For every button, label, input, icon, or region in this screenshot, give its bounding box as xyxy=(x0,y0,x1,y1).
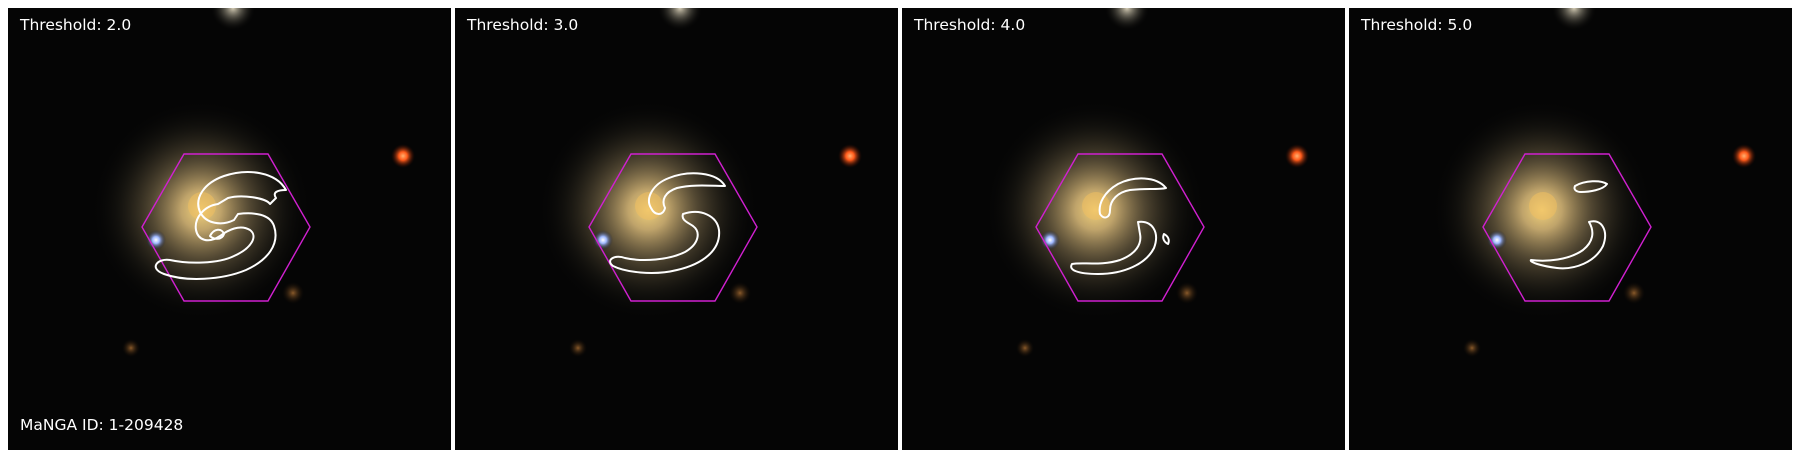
red-star xyxy=(1285,144,1309,168)
red-star xyxy=(838,144,862,168)
blue-star xyxy=(1040,230,1060,250)
blue-star xyxy=(1487,230,1507,250)
ifu-hexagon xyxy=(588,153,758,302)
red-star xyxy=(1732,144,1756,168)
galaxy-core xyxy=(1082,192,1110,220)
dim-orange-source xyxy=(1176,282,1198,304)
ifu-hexagon xyxy=(141,153,311,302)
threshold-label: Threshold: 4.0 xyxy=(914,16,1026,34)
blue-star xyxy=(146,230,166,250)
threshold-label: Threshold: 5.0 xyxy=(1361,16,1473,34)
galaxy-image xyxy=(985,8,1309,357)
galaxy-image xyxy=(538,8,862,357)
contour-lines xyxy=(1070,177,1170,275)
bright-star-top xyxy=(1105,8,1149,30)
galaxy-core xyxy=(188,192,216,220)
ifu-hexagon xyxy=(1035,153,1205,302)
galaxy-image xyxy=(1432,8,1756,357)
dim-orange-source xyxy=(569,339,587,357)
image-panel-threshold-5: Threshold: 5.0 xyxy=(1349,8,1792,450)
dim-orange-source xyxy=(729,282,751,304)
contour-lines xyxy=(609,172,726,274)
galaxy-core xyxy=(1529,192,1557,220)
galaxy-image xyxy=(91,8,415,357)
image-panel-threshold-3: Threshold: 3.0 xyxy=(455,8,898,450)
bright-star-top xyxy=(658,8,702,30)
contour-lines xyxy=(1529,180,1608,270)
image-panel-threshold-4: Threshold: 4.0 xyxy=(902,8,1345,450)
threshold-label: Threshold: 2.0 xyxy=(20,16,132,34)
threshold-label: Threshold: 3.0 xyxy=(467,16,579,34)
bright-star-top xyxy=(211,8,255,30)
dim-orange-source xyxy=(122,339,140,357)
dim-orange-source xyxy=(282,282,304,304)
image-panel-threshold-2: Threshold: 2.0 MaNGA ID: 1-209428 xyxy=(8,8,451,450)
manga-id-label: MaNGA ID: 1-209428 xyxy=(20,416,184,434)
blue-star xyxy=(593,230,613,250)
dim-orange-source xyxy=(1016,339,1034,357)
dim-orange-source xyxy=(1463,339,1481,357)
ifu-hexagon xyxy=(1482,153,1652,302)
bright-star-top xyxy=(1552,8,1596,30)
contour-lines xyxy=(154,171,287,280)
red-star xyxy=(391,144,415,168)
dim-orange-source xyxy=(1623,282,1645,304)
